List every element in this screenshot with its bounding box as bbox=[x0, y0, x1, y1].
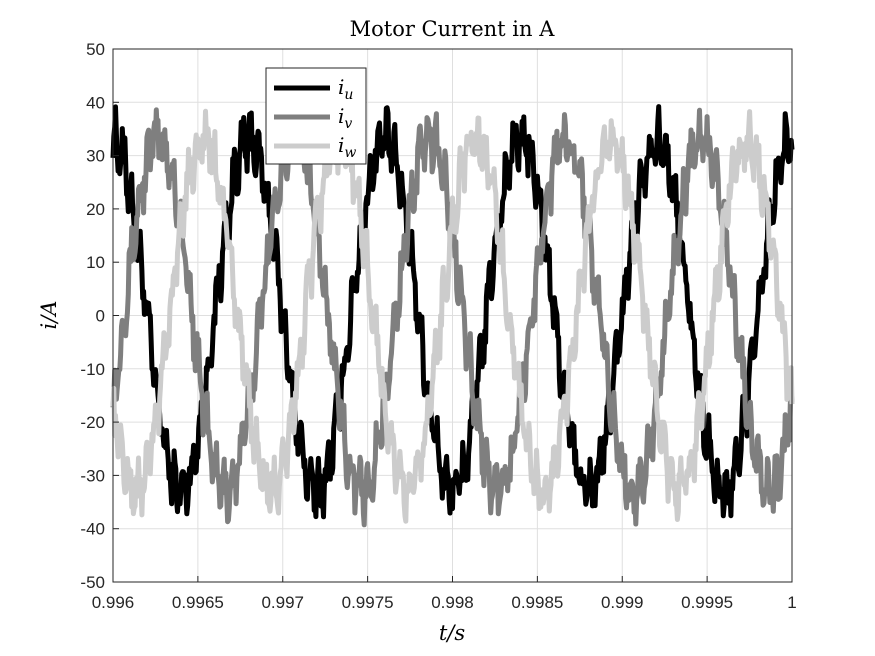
y-tick-label: 0 bbox=[96, 307, 105, 326]
y-tick-label: -20 bbox=[80, 413, 105, 432]
x-tick-label: 0.9975 bbox=[342, 593, 394, 612]
y-tick-label: 10 bbox=[86, 253, 105, 272]
series-layer bbox=[110, 104, 795, 528]
x-tick-label: 0.998 bbox=[431, 593, 474, 612]
x-tick-label: 0.9965 bbox=[172, 593, 224, 612]
x-axis: 0.996 0.9965 0.997 0.9975 0.998 0.9985 0.999 0.… bbox=[92, 576, 797, 612]
y-tick-label: 20 bbox=[86, 200, 105, 219]
series-line-w bbox=[110, 108, 795, 524]
y-tick-label: 40 bbox=[86, 93, 105, 112]
x-axis-label: t/s bbox=[439, 621, 466, 645]
x-tick-label: 0.996 bbox=[92, 593, 135, 612]
y-axis: -50 -40 -30 -20 -10 0 10 20 30 40 50 bbox=[80, 40, 119, 592]
y-tick-label: -50 bbox=[80, 573, 105, 592]
y-tick-label: 50 bbox=[86, 40, 105, 59]
y-tick-label: -10 bbox=[80, 360, 105, 379]
chart-title: Motor Current in A bbox=[350, 17, 556, 41]
x-tick-label: 0.997 bbox=[261, 593, 304, 612]
x-tick-label: 0.9985 bbox=[511, 593, 563, 612]
y-tick-label: -30 bbox=[80, 466, 105, 485]
x-tick-label: 0.9995 bbox=[681, 593, 733, 612]
y-axis-label: i/A bbox=[37, 301, 61, 330]
x-tick-label: 0.999 bbox=[601, 593, 644, 612]
x-tick-label: 1 bbox=[787, 593, 796, 612]
y-tick-label: -40 bbox=[80, 520, 105, 539]
y-tick-label: 30 bbox=[86, 147, 105, 166]
